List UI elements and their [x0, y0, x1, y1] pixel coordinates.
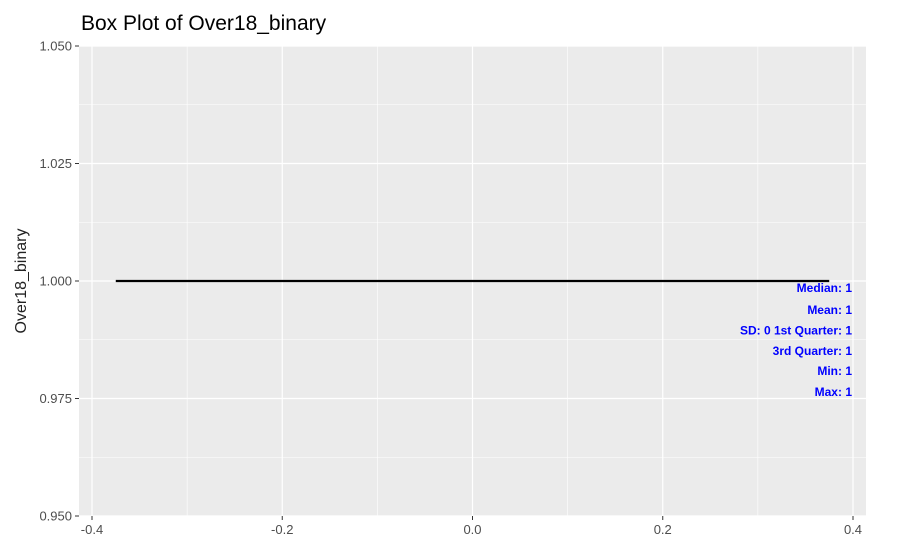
y-tick-label: 1.000: [39, 274, 72, 289]
axis-tick-labels: -0.4 -0.2 0.0 0.2 0.4 0.950 0.975 1.000 1.025 1.0…: [39, 39, 862, 538]
x-tick-label: 0.0: [463, 522, 481, 537]
y-tick-label: 0.950: [39, 509, 72, 524]
x-tick-label: -0.4: [81, 522, 103, 537]
axis-ticks: [75, 45, 854, 520]
x-tick-label: 0.2: [654, 522, 672, 537]
stat-annotation: SD: 0 1st Quarter: 1: [740, 323, 852, 337]
stat-annotation: Min: 1: [817, 364, 852, 378]
x-tick-label: 0.4: [844, 522, 862, 537]
stat-annotation: Median: 1: [797, 281, 853, 295]
stat-annotation: Max: 1: [815, 385, 853, 399]
x-tick-label: -0.2: [271, 522, 293, 537]
chart-title: Box Plot of Over18_binary: [81, 12, 327, 35]
stat-annotation: Mean: 1: [807, 303, 852, 317]
y-tick-label: 1.025: [39, 156, 72, 171]
y-tick-label: 0.975: [39, 391, 72, 406]
stat-annotation: 3rd Quarter: 1: [773, 344, 853, 358]
annotation-layer: Median: 1 Mean: 1 SD: 0 1st Quarter: 1 3rd …: [740, 281, 852, 399]
y-tick-label: 1.050: [39, 39, 72, 54]
